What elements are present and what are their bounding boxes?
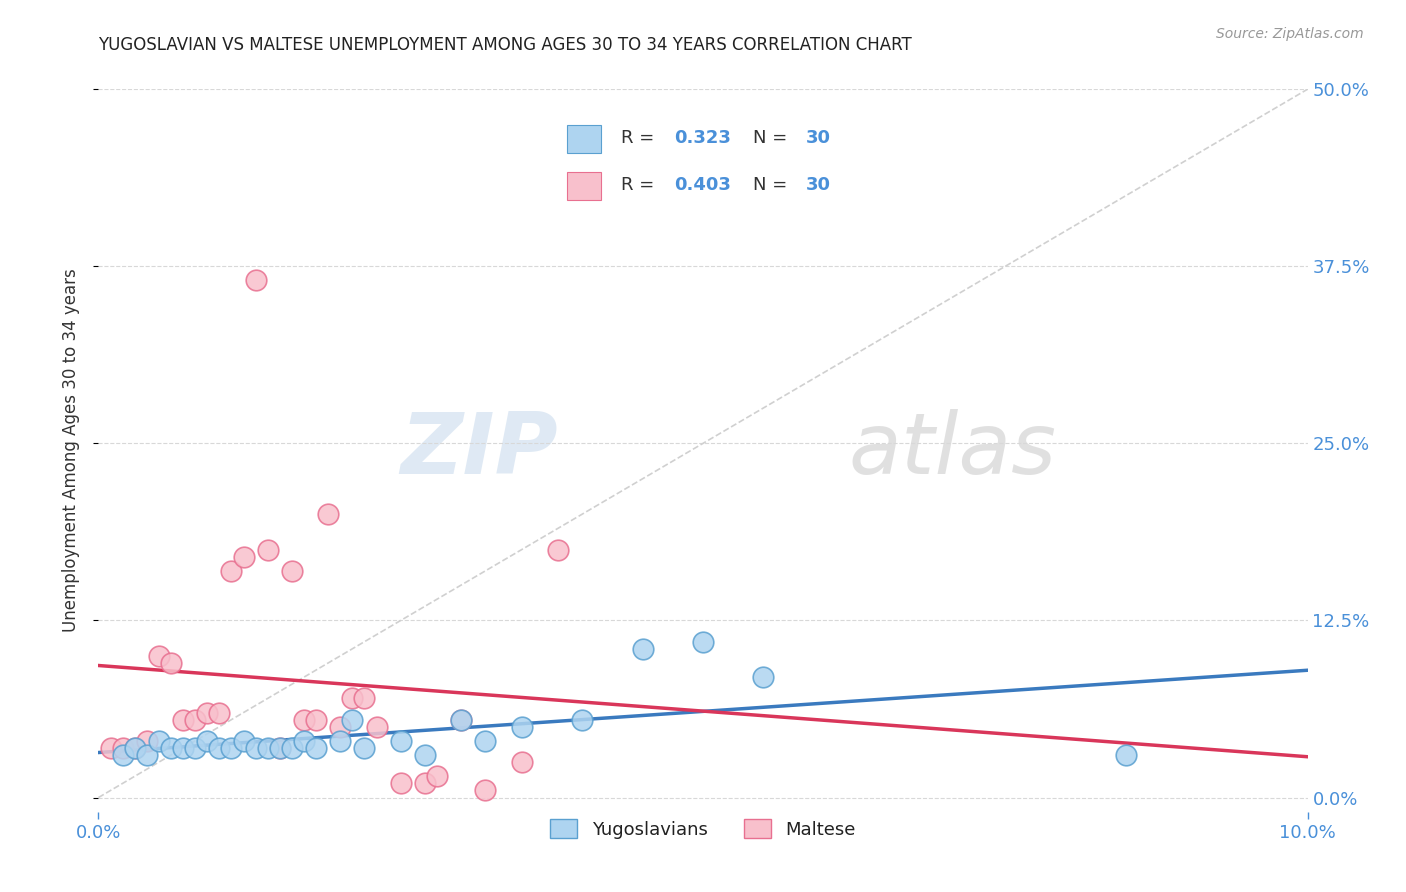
Text: atlas: atlas xyxy=(848,409,1056,492)
Point xyxy=(111,747,134,762)
Legend: Yugoslavians, Maltese: Yugoslavians, Maltese xyxy=(543,813,863,846)
Point xyxy=(474,783,496,797)
Point xyxy=(1115,747,1137,762)
Point xyxy=(292,734,315,748)
Point xyxy=(124,741,146,756)
Point xyxy=(160,741,183,756)
Point xyxy=(172,741,194,756)
Point xyxy=(124,741,146,756)
Point xyxy=(221,564,243,578)
Point xyxy=(631,641,654,656)
Point xyxy=(256,741,278,756)
Point xyxy=(389,776,412,790)
Point xyxy=(342,713,364,727)
Point xyxy=(752,670,775,684)
Point xyxy=(342,691,364,706)
Point xyxy=(510,720,533,734)
Point xyxy=(281,741,304,756)
Point xyxy=(389,734,412,748)
Point xyxy=(232,734,254,748)
Point xyxy=(316,507,339,521)
Point xyxy=(329,734,352,748)
Point xyxy=(195,734,218,748)
Point xyxy=(305,741,328,756)
Point xyxy=(450,713,472,727)
Point xyxy=(292,713,315,727)
Point xyxy=(413,776,436,790)
Point xyxy=(221,741,243,756)
Point xyxy=(135,734,157,748)
Point xyxy=(366,720,388,734)
Point xyxy=(547,542,569,557)
Point xyxy=(208,706,231,720)
Text: YUGOSLAVIAN VS MALTESE UNEMPLOYMENT AMONG AGES 30 TO 34 YEARS CORRELATION CHART: YUGOSLAVIAN VS MALTESE UNEMPLOYMENT AMON… xyxy=(98,36,912,54)
Point xyxy=(100,741,122,756)
Point xyxy=(305,713,328,727)
Point xyxy=(148,734,170,748)
Y-axis label: Unemployment Among Ages 30 to 34 years: Unemployment Among Ages 30 to 34 years xyxy=(62,268,80,632)
Point xyxy=(135,747,157,762)
Point xyxy=(281,564,304,578)
Point xyxy=(245,273,267,287)
Point xyxy=(208,741,231,756)
Point xyxy=(353,691,375,706)
Point xyxy=(160,656,183,670)
Point xyxy=(571,713,593,727)
Text: ZIP: ZIP xyxy=(401,409,558,492)
Point xyxy=(111,741,134,756)
Point xyxy=(195,706,218,720)
Point xyxy=(245,741,267,756)
Point xyxy=(474,734,496,748)
Point xyxy=(269,741,291,756)
Point xyxy=(692,634,714,648)
Point xyxy=(184,741,207,756)
Point xyxy=(256,542,278,557)
Point xyxy=(353,741,375,756)
Point xyxy=(184,713,207,727)
Point xyxy=(329,720,352,734)
Point xyxy=(413,747,436,762)
Point xyxy=(148,648,170,663)
Point xyxy=(232,549,254,564)
Text: Source: ZipAtlas.com: Source: ZipAtlas.com xyxy=(1216,27,1364,41)
Point xyxy=(172,713,194,727)
Point xyxy=(269,741,291,756)
Point xyxy=(510,755,533,769)
Point xyxy=(450,713,472,727)
Point xyxy=(426,769,449,783)
